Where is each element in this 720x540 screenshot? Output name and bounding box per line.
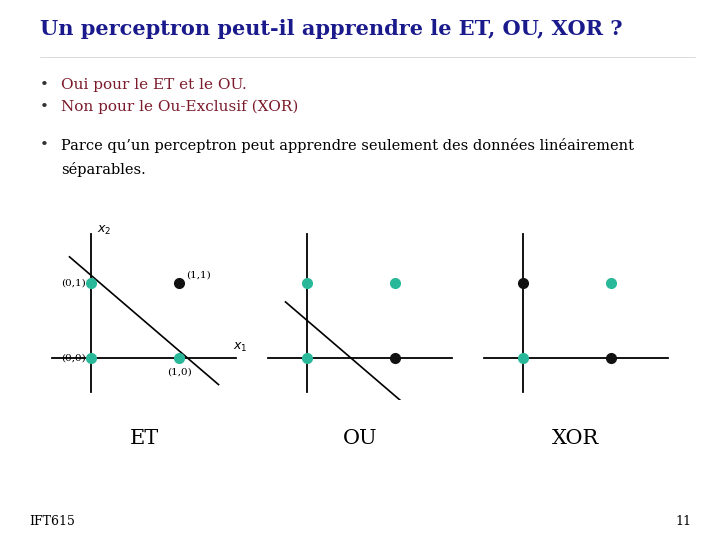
- Text: (1,0): (1,0): [167, 367, 192, 376]
- Text: •: •: [40, 78, 48, 92]
- Text: OU: OU: [343, 429, 377, 448]
- Text: •: •: [40, 138, 48, 152]
- Text: $x_2$: $x_2$: [96, 224, 111, 237]
- Text: Un perceptron peut-il apprendre le ET, OU, XOR ?: Un perceptron peut-il apprendre le ET, O…: [40, 19, 622, 39]
- Text: (1,1): (1,1): [186, 271, 211, 279]
- Text: IFT615: IFT615: [29, 515, 75, 528]
- Text: •: •: [40, 100, 48, 114]
- Text: $x_1$: $x_1$: [233, 341, 248, 354]
- Text: ET: ET: [130, 429, 158, 448]
- Text: 11: 11: [675, 515, 691, 528]
- Text: Oui pour le ET et le OU.: Oui pour le ET et le OU.: [61, 78, 247, 92]
- Text: (0,0): (0,0): [61, 354, 86, 363]
- Text: séparables.: séparables.: [61, 162, 146, 177]
- Text: (0,1): (0,1): [61, 279, 86, 288]
- Text: Non pour le Ou-Exclusif (XOR): Non pour le Ou-Exclusif (XOR): [61, 100, 299, 114]
- Text: Parce qu’un perceptron peut apprendre seulement des données linéairement: Parce qu’un perceptron peut apprendre se…: [61, 138, 634, 153]
- Text: XOR: XOR: [552, 429, 600, 448]
